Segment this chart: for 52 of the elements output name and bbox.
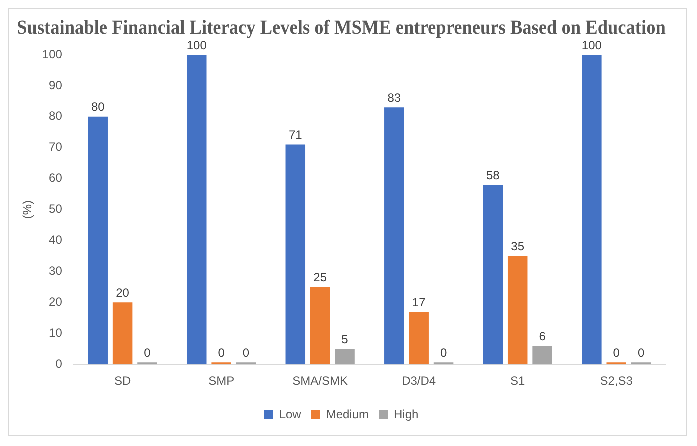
data-label: 58 <box>486 168 500 182</box>
bar <box>286 144 306 365</box>
bar <box>483 185 504 365</box>
x-tick-label: S2,S3 <box>600 374 634 388</box>
data-label: 0 <box>242 346 250 360</box>
y-tick-label: 10 <box>49 326 63 340</box>
bar <box>532 346 552 365</box>
y-tick-label: 100 <box>42 47 63 62</box>
bar <box>409 312 429 365</box>
y-axis-title: (%) <box>20 200 35 220</box>
data-label: 0 <box>638 346 645 360</box>
y-tick-label: 40 <box>49 233 63 248</box>
bar <box>335 349 355 365</box>
chart-title: Sustainable Financial Literacy Levels of MSME entrepreneurs Based on Education <box>17 17 666 40</box>
data-label: 0 <box>218 346 226 360</box>
y-tick-label: 30 <box>49 264 63 278</box>
bar <box>88 116 108 365</box>
data-label: 5 <box>342 332 349 346</box>
legend-label: Medium <box>326 407 370 422</box>
data-label: 35 <box>511 240 525 254</box>
data-label: 17 <box>412 295 426 310</box>
data-label: 80 <box>91 100 106 114</box>
y-tick-label: 80 <box>49 109 63 124</box>
bar <box>508 256 528 365</box>
data-label: 6 <box>539 329 546 344</box>
bar <box>112 302 133 365</box>
x-tick-label: S1 <box>510 374 526 388</box>
data-label: 0 <box>613 346 620 360</box>
data-label: 71 <box>288 128 303 142</box>
y-tick-label: 0 <box>56 356 63 371</box>
y-tick-label: 60 <box>49 171 63 186</box>
data-label: 83 <box>388 90 402 105</box>
y-tick-label: 90 <box>49 78 63 92</box>
data-label: 100 <box>186 38 208 52</box>
y-tick-label: 50 <box>49 202 63 216</box>
legend-label: High <box>394 407 419 422</box>
legend-label: Low <box>279 407 302 422</box>
bar <box>582 55 602 365</box>
bar <box>187 55 207 365</box>
data-label: 20 <box>116 286 130 300</box>
data-label: 25 <box>314 270 328 285</box>
data-label: 0 <box>144 346 152 360</box>
x-tick-label: SMA/SMK <box>292 374 348 388</box>
x-tick-label: SMP <box>208 374 235 388</box>
data-label: 100 <box>582 38 602 52</box>
y-tick-label: 70 <box>49 140 63 154</box>
x-tick-label: D3/D4 <box>402 374 436 388</box>
bar <box>310 287 330 365</box>
x-tick-label: SD <box>114 374 132 388</box>
data-label: 0 <box>440 346 448 360</box>
y-tick-label: 20 <box>49 294 63 309</box>
bar <box>384 108 404 365</box>
